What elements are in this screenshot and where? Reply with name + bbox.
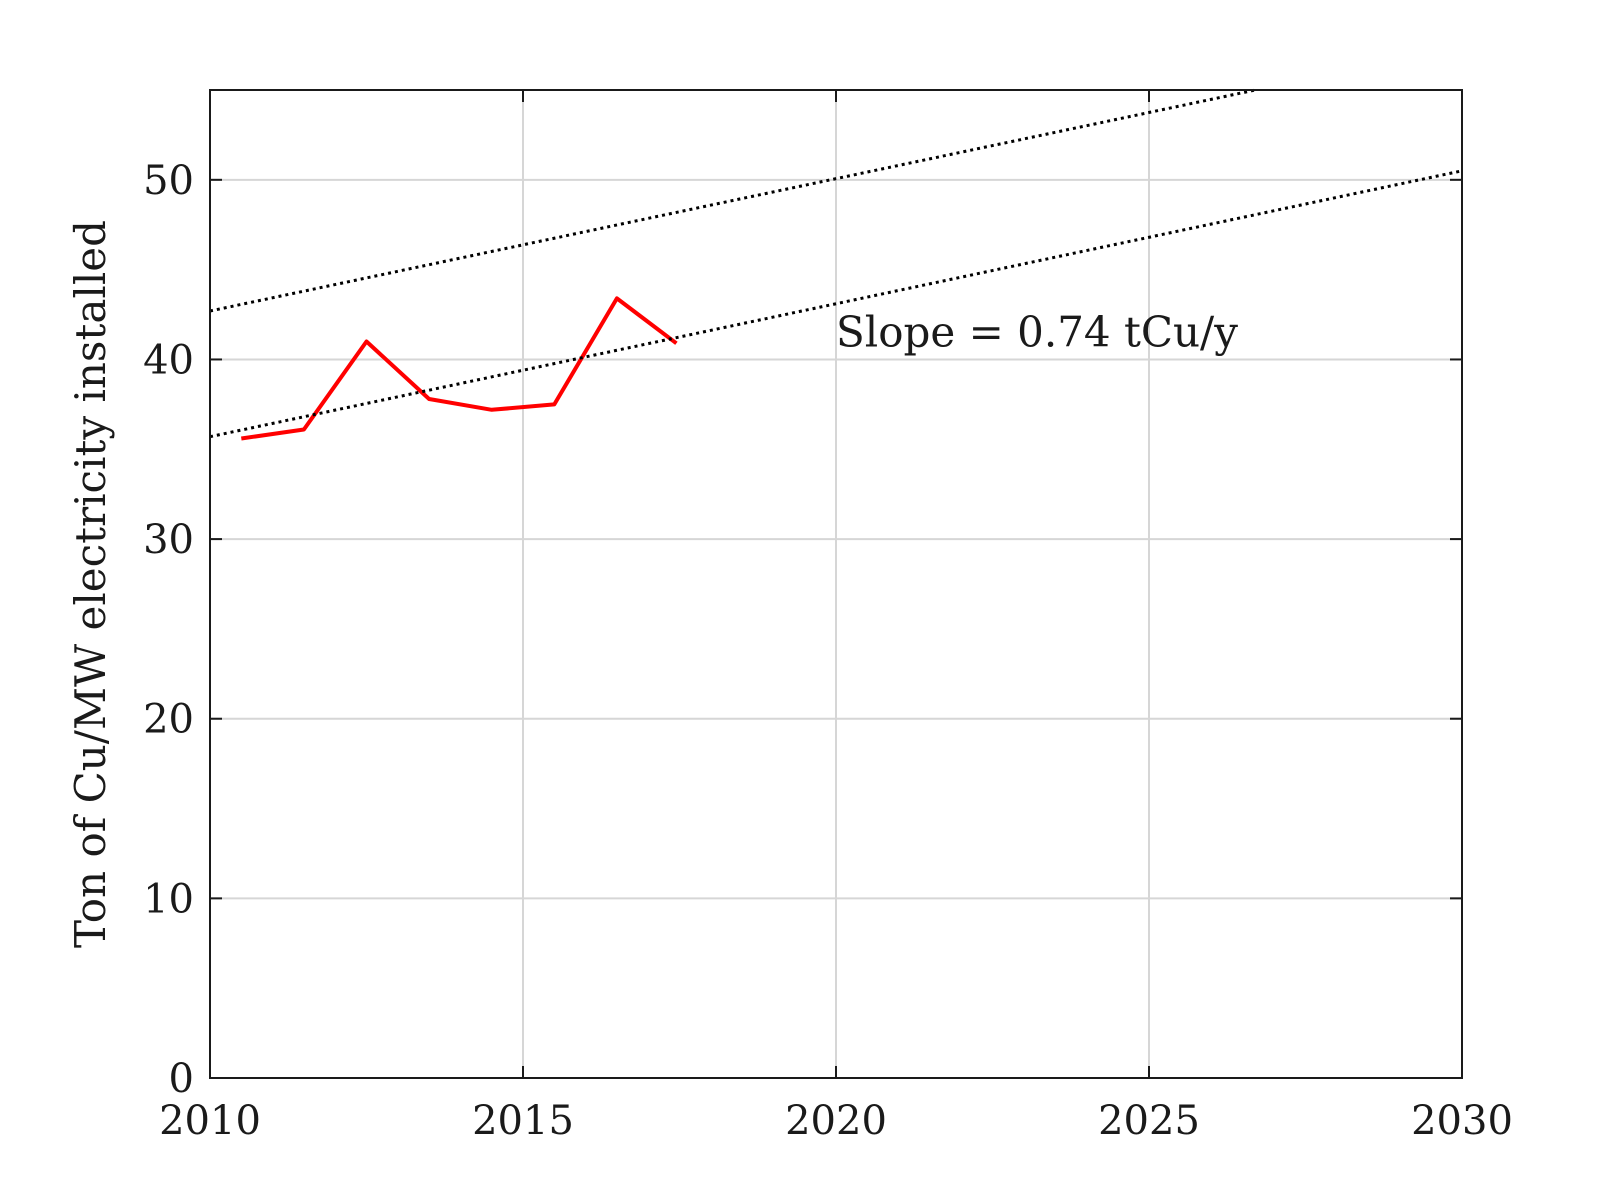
series-layer: [209, 88, 1463, 441]
trend-line-1: [209, 88, 1256, 313]
y-tick-label: 0: [169, 1056, 194, 1102]
annot-layer: Slope = 0.74 tCu/y: [836, 308, 1238, 357]
slope-annotation: Slope = 0.74 tCu/y: [836, 308, 1238, 357]
x-tick-label: 2010: [159, 1098, 261, 1144]
x-tick-label: 2015: [472, 1098, 574, 1144]
y-tick-label: 50: [143, 158, 194, 204]
y-tick-label: 30: [143, 517, 194, 563]
y-tick-label: 20: [143, 697, 194, 743]
y-tick-label: 40: [143, 337, 194, 383]
x-tick-label: 2030: [1411, 1098, 1513, 1144]
x-tick-label: 2025: [1098, 1098, 1200, 1144]
trend-line-2: [209, 169, 1463, 439]
y-tick-label: 10: [143, 876, 194, 922]
y-axis-label: Ton of Cu/MW electricity installed: [66, 220, 115, 948]
grid-layer: [210, 90, 1462, 1078]
x-tick-label: 2020: [785, 1098, 887, 1144]
